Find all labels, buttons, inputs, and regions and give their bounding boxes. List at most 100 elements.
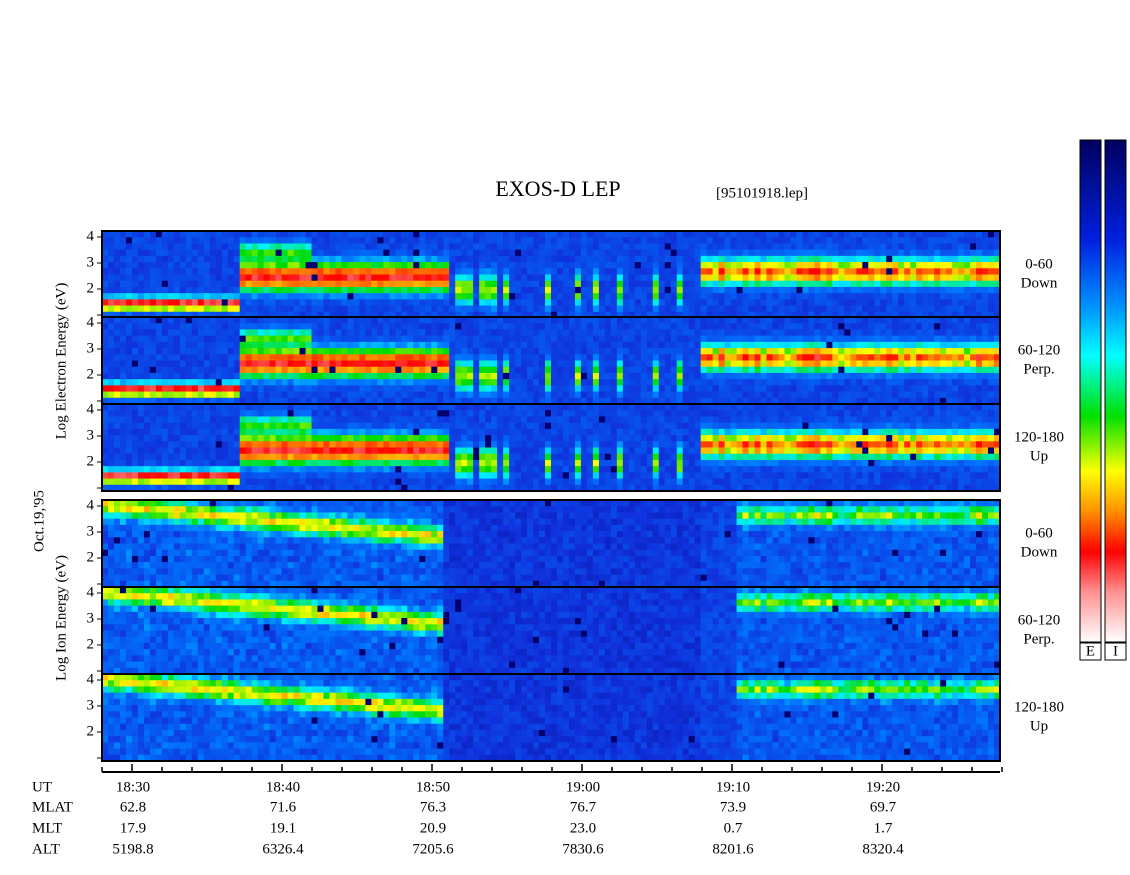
spectrum-cell [598, 237, 606, 244]
spectrum-cell [239, 323, 247, 330]
spectrum-cell [365, 305, 372, 313]
spectrum-cell [826, 311, 833, 319]
spectrum-cell [365, 372, 372, 380]
spectrum-cell [539, 366, 546, 374]
spectrum-cell [275, 422, 282, 430]
spectrum-cell [910, 305, 917, 313]
spectrum-cell [760, 243, 767, 251]
spectrum-cell [976, 237, 983, 244]
spectrum-cell [299, 391, 306, 399]
spectrum-cell [628, 293, 636, 300]
spectrum-cell [694, 243, 702, 251]
spectrum-cell [377, 268, 384, 275]
spectrum-cell [832, 243, 839, 251]
spectrum-cell [838, 255, 845, 263]
spectrum-cell [706, 397, 714, 405]
spectrum-cell [425, 280, 432, 288]
spectrum-cell [485, 268, 492, 275]
spectrum-cell [904, 305, 911, 313]
spectrum-cell [772, 249, 779, 257]
spectrum-cell [311, 435, 318, 442]
spectrum-cell [299, 305, 306, 313]
spectrum-cell [377, 354, 384, 361]
spectrum-cell [742, 323, 749, 330]
spectrum-cell [988, 348, 995, 355]
spectrum-cell [527, 249, 534, 257]
spectrum-cell [832, 366, 839, 374]
spectrum-cell [161, 428, 169, 436]
spectrum-cell [634, 311, 642, 319]
spectrum-cell [233, 466, 241, 473]
spectrum-cell [269, 385, 277, 392]
spectrum-cell [826, 249, 833, 257]
spectrum-cell [371, 385, 378, 392]
spectrum-cell [922, 372, 929, 380]
spectrum-cell [940, 323, 947, 330]
spectrum-cell [119, 243, 127, 251]
spectrum-cell [107, 231, 115, 238]
spectrum-cell [341, 360, 348, 368]
spectrum-cell [341, 422, 348, 430]
spectrum-cell [167, 323, 175, 330]
spectrum-cell [772, 280, 779, 288]
spectrum-cell [598, 305, 606, 313]
spectrum-cell [784, 348, 791, 355]
spectrum-cell [419, 459, 426, 467]
spectrum-cell [371, 280, 378, 288]
spectrum-cell [377, 459, 384, 467]
spectrum-cell [485, 366, 492, 374]
energy-tick-label: 4 [87, 314, 95, 330]
spectrum-cell [323, 447, 330, 455]
spectrum-cell [730, 317, 737, 324]
spectrum-cell [604, 305, 612, 313]
spectrum-cell [982, 274, 989, 282]
spectrum-cell [730, 329, 737, 337]
spectrum-cell [233, 335, 241, 343]
spectrum-cell [724, 366, 731, 374]
spectrum-cell [425, 243, 432, 251]
spectrum-cell [622, 268, 630, 275]
spectrum-cell [275, 453, 282, 461]
spectrum-cell [461, 311, 468, 319]
spectrum-cell [359, 274, 366, 282]
spectrum-cell [808, 293, 815, 300]
spectrum-cell [551, 305, 558, 313]
spectrum-cell [299, 249, 306, 257]
spectrum-cell [431, 255, 438, 263]
spectrum-cell [317, 435, 324, 442]
spectrum-cell [916, 268, 923, 275]
spectrum-cell [556, 255, 564, 263]
spectrum-cell [592, 385, 600, 392]
spectrum-cell [820, 360, 827, 368]
spectrum-cell [832, 323, 839, 330]
spectrum-cell [676, 299, 684, 306]
spectrum-cell [305, 366, 312, 374]
spectrum-cell [802, 311, 809, 319]
spectrum-cell [814, 262, 821, 269]
spectrum-cell [419, 372, 426, 380]
spectrum-cell [179, 329, 187, 337]
spectrum-cell [616, 305, 624, 313]
spectrum-cell [131, 286, 139, 294]
spectrum-cell [604, 280, 612, 288]
spectrum-cell [688, 274, 696, 282]
spectrum-cell [413, 354, 420, 361]
spectrum-cell [347, 385, 354, 392]
spectrum-cell [814, 366, 821, 374]
spectrum-cell [730, 249, 737, 257]
spectrum-cell [862, 231, 869, 238]
spectrum-cell [976, 274, 983, 282]
spectrum-cell [946, 274, 953, 282]
spectrum-cell [808, 249, 815, 257]
spectrum-cell [263, 397, 271, 405]
spectrum-cell [347, 422, 354, 430]
spectrum-cell [742, 255, 749, 263]
spectrum-cell [832, 268, 839, 275]
spectrum-cell [413, 484, 420, 492]
spectrum-cell [862, 366, 869, 374]
spectrum-cell [688, 348, 696, 355]
spectrum-cell [102, 280, 109, 288]
spectrum-cell [808, 311, 815, 319]
spectrum-cell [485, 397, 492, 405]
spectrum-cell [796, 268, 803, 275]
